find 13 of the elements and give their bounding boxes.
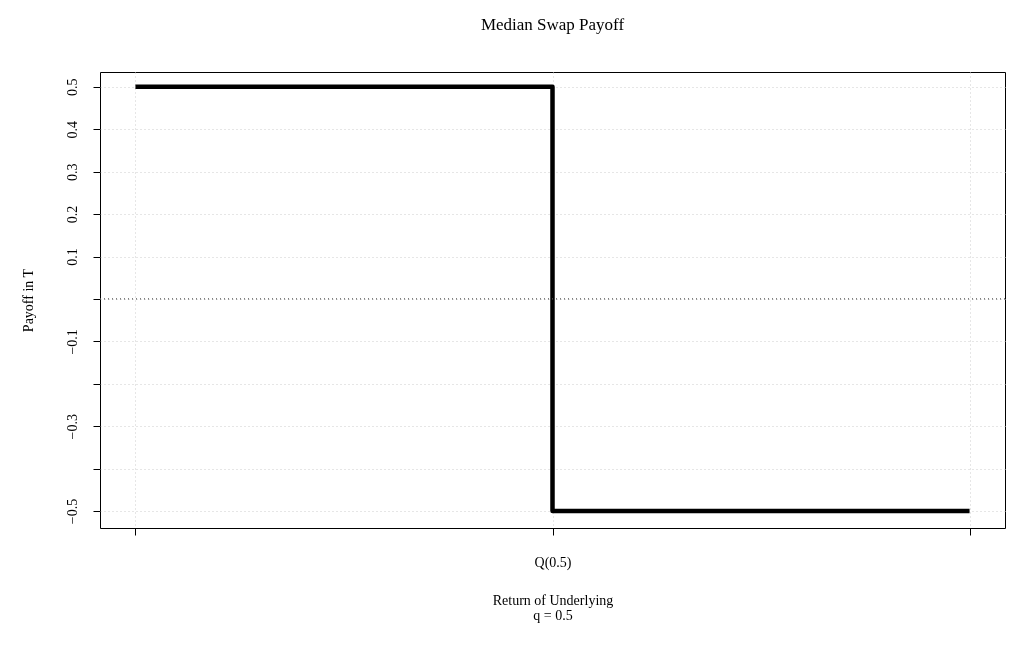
y-tick-label: 0.4 (64, 121, 80, 139)
chart-title: Median Swap Payoff (480, 15, 625, 34)
y-tick-label: −0.3 (64, 413, 80, 440)
y-tick-label: 0.1 (64, 248, 80, 266)
y-tick-label: 0.5 (64, 78, 80, 97)
y-tick-label: 0.3 (64, 163, 80, 181)
x-axis-title: Return of Underlying (492, 592, 614, 608)
y-tick-label: −0.5 (64, 498, 80, 525)
y-axis-title: Payoff in T (20, 268, 36, 333)
y-tick-label: −0.1 (64, 329, 80, 355)
y-tick-label: 0.2 (64, 205, 80, 224)
x-tick-label: Q(0.5) (534, 554, 572, 571)
text: q = 0.5 (533, 607, 573, 623)
